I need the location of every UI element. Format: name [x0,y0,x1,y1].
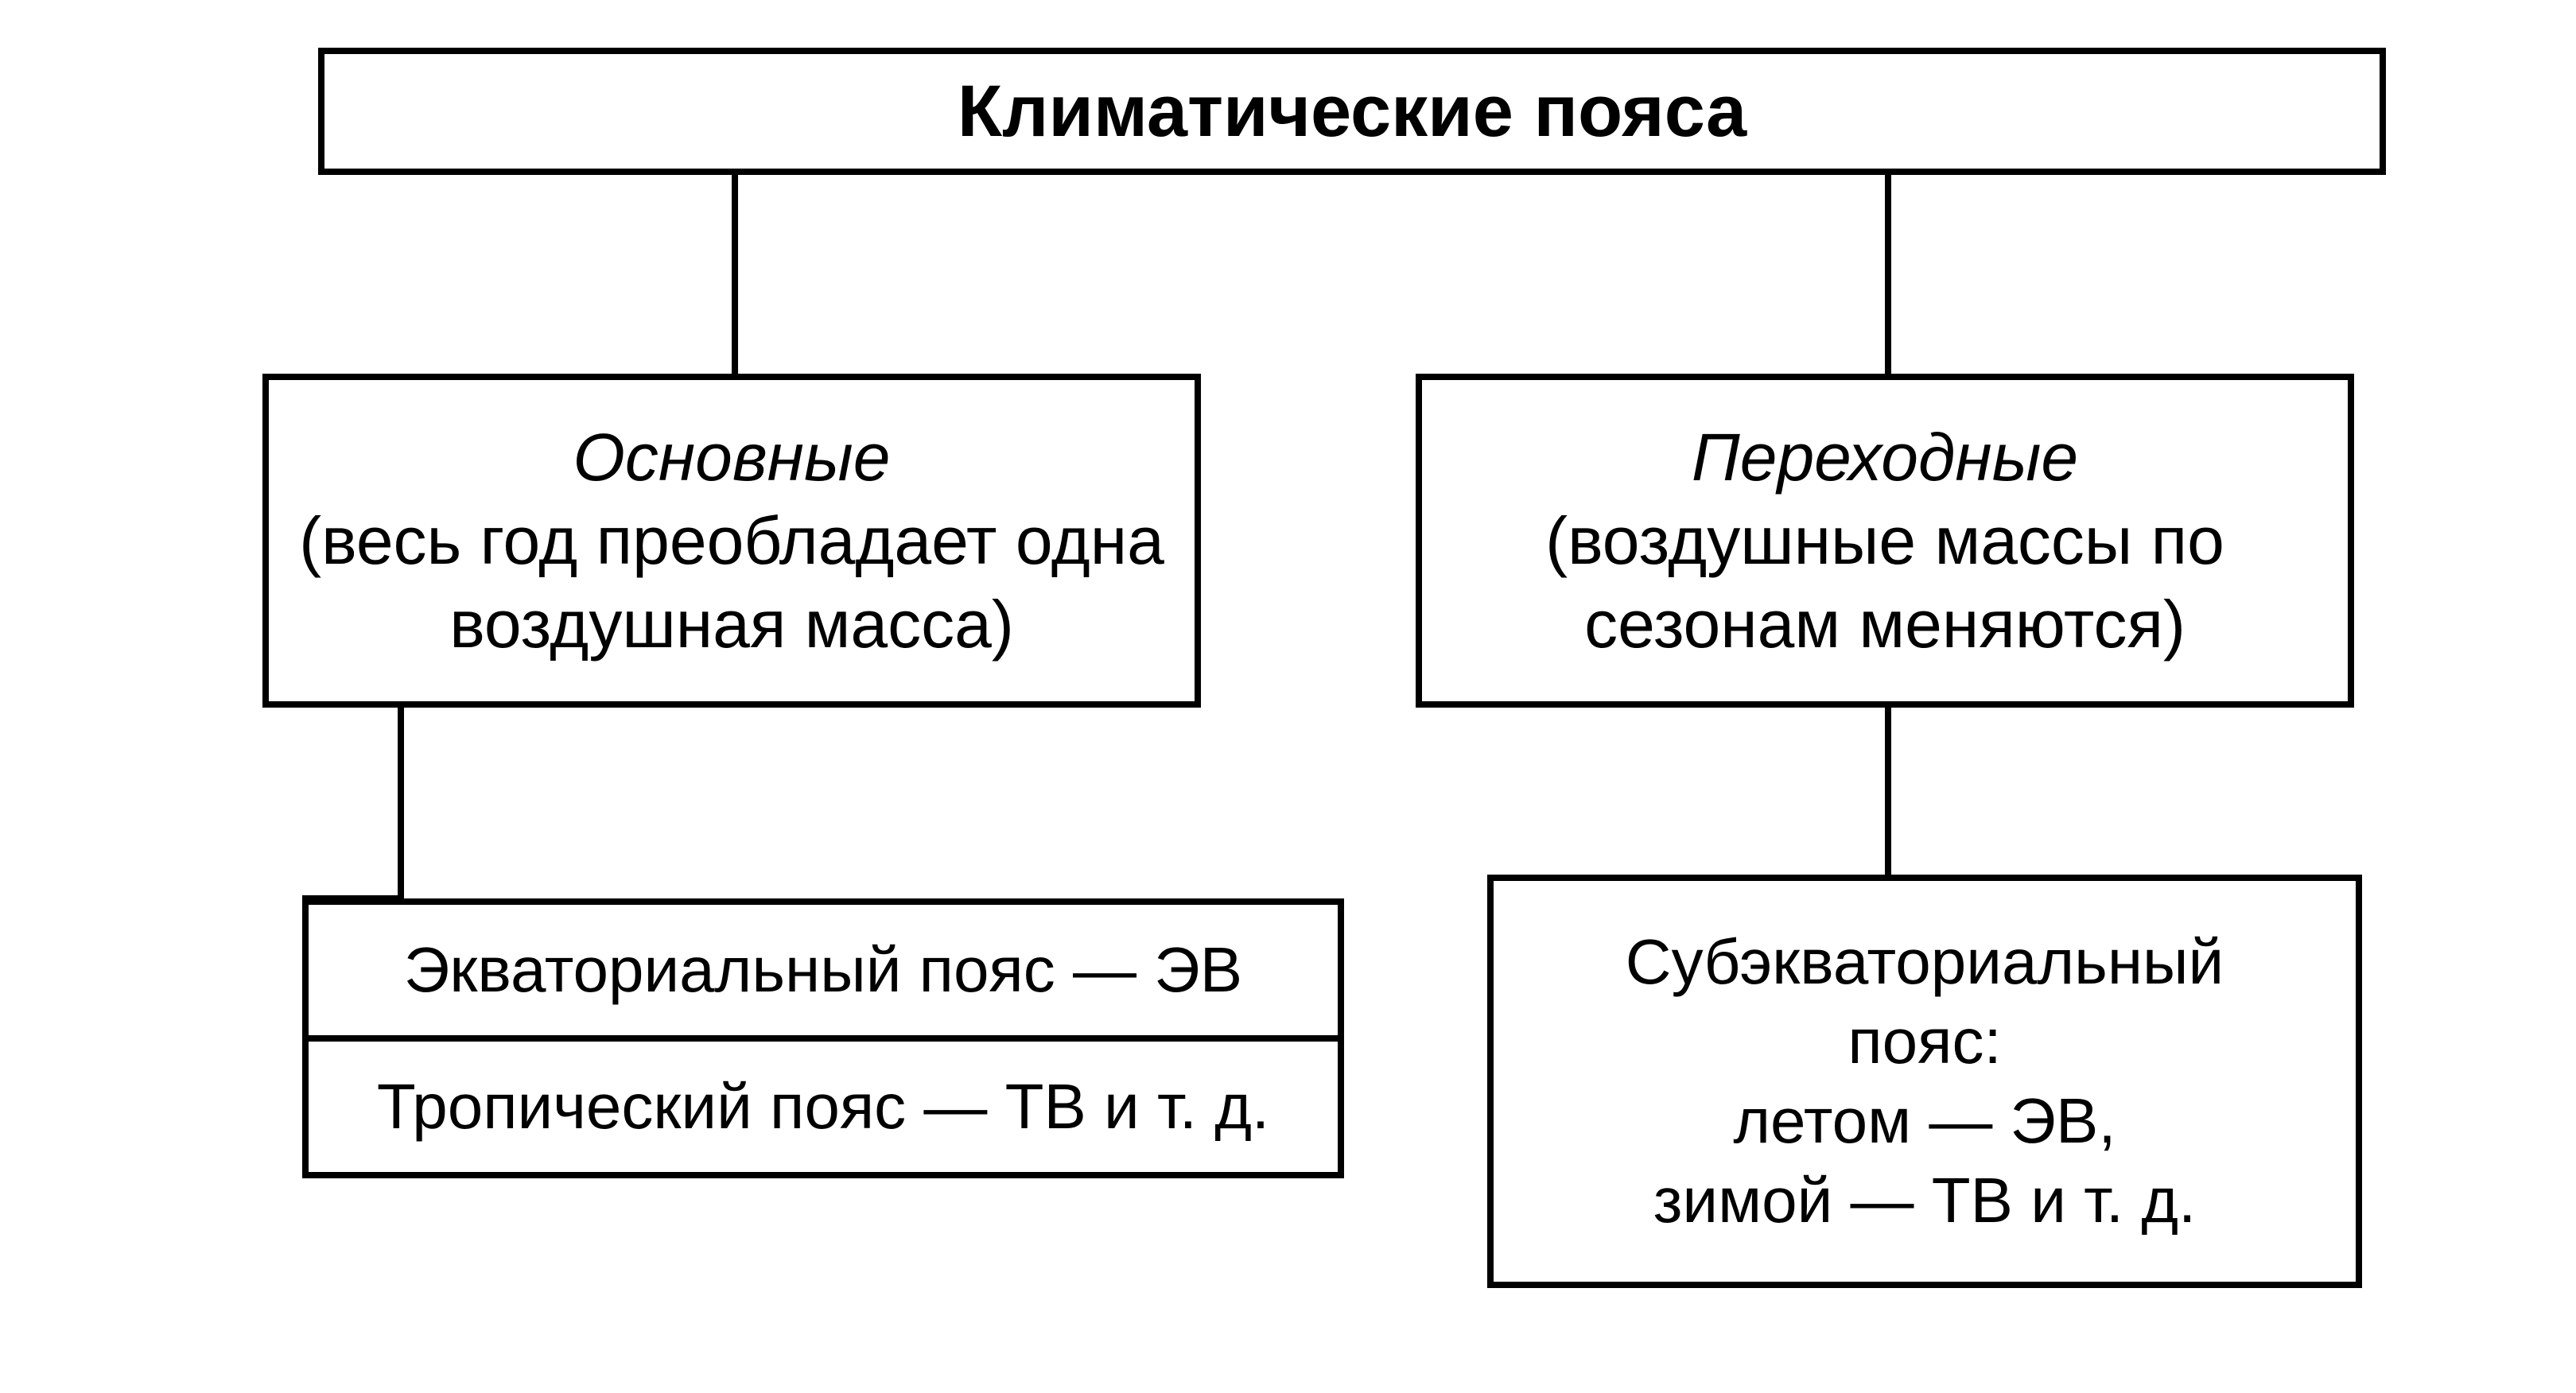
node-left-branch-heading: Основные [573,416,891,499]
node-right-leaf-line4: зимой — ТВ и т. д. [1653,1161,2197,1240]
node-left-leaf-2: Тропический пояс — ТВ и т. д. [302,1035,1344,1178]
node-left-leaf-1-text: Экваториальный пояс — ЭВ [404,930,1242,1010]
node-right-leaf-line3: летом — ЭВ, [1733,1081,2116,1161]
edge-right-down-v [1885,708,1891,875]
node-right-leaf: Субэкваториальный пояс: летом — ЭВ, зимо… [1487,875,2362,1288]
node-left-branch-sub: (весь год преобладает одна воздушная мас… [293,499,1171,666]
node-left-leaf-1: Экваториальный пояс — ЭВ [302,898,1344,1042]
diagram-stage: Климатические пояса Основные (весь год п… [0,0,2576,1393]
node-root-text: Климатические пояса [958,66,1746,157]
node-right-branch-heading: Переходные [1692,416,2078,499]
node-left-branch: Основные (весь год преобладает одна возд… [262,374,1201,708]
node-right-branch: Переходные (воздушные массы по сезонам м… [1416,374,2354,708]
node-root: Климатические пояса [318,48,2386,175]
node-right-leaf-line1: Субэкваториальный [1626,922,2224,1002]
node-right-leaf-line2: пояс: [1847,1002,2001,1081]
node-right-branch-sub: (воздушные массы по сезонам меняются) [1446,499,2324,666]
edge-root-left [732,175,738,374]
edge-left-down-v [398,708,404,898]
edge-root-right [1885,175,1891,374]
node-left-leaf-2-text: Тропический пояс — ТВ и т. д. [377,1067,1269,1147]
